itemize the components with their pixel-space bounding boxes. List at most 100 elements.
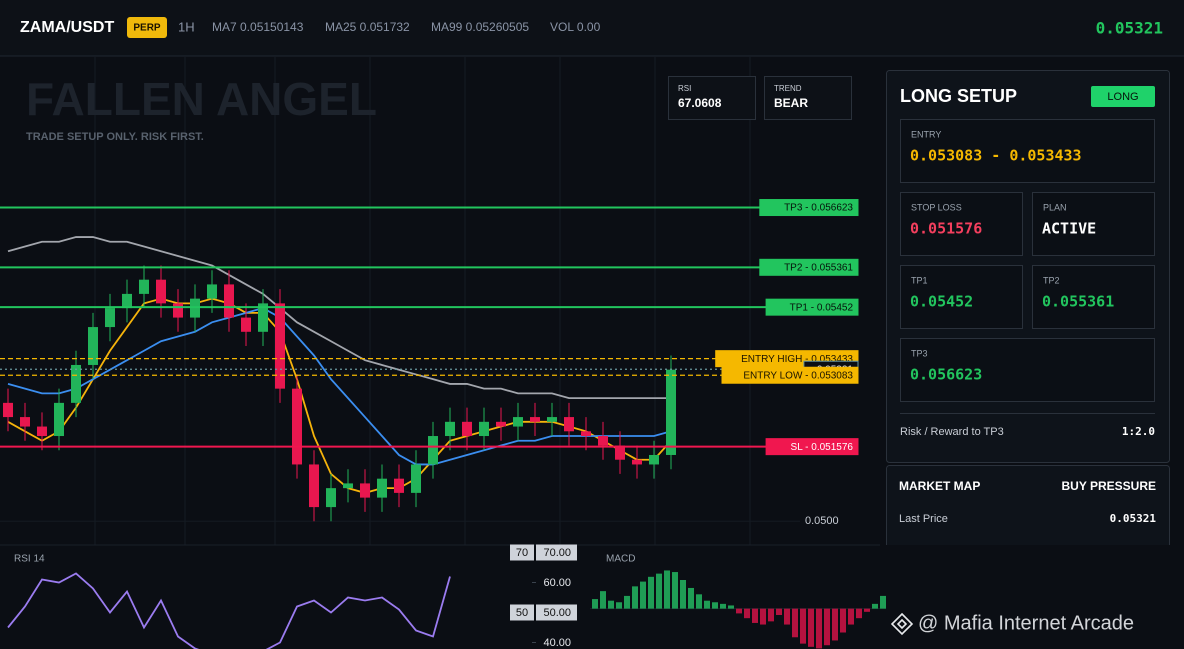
candle-body xyxy=(139,279,149,294)
tp1-box xyxy=(900,265,1023,329)
long-badge[interactable] xyxy=(1091,86,1155,107)
subtitle: TRADE SETUP ONLY. RISK FIRST. xyxy=(26,131,204,143)
macd-bar xyxy=(800,608,806,644)
candle-body xyxy=(411,464,421,493)
macd-bar xyxy=(864,608,870,612)
rsi-box-label: RSI xyxy=(678,84,691,93)
rsi-chart: RSI 14 70 50 70.00 60.00 50.00 40.00 xyxy=(7,544,577,649)
macd-bar xyxy=(808,608,814,647)
candle-body xyxy=(20,417,30,427)
interval[interactable]: 1H xyxy=(178,19,195,34)
ma-line xyxy=(7,307,672,466)
level-badge xyxy=(510,604,534,621)
macd-bar xyxy=(816,608,822,649)
watermark-logo xyxy=(890,612,914,636)
plan-value: ACTIVE xyxy=(1042,220,1096,238)
candle-body xyxy=(649,454,659,465)
entry-value: 0.053083 - 0.053433 xyxy=(910,147,1082,165)
macd-bar xyxy=(840,608,846,633)
macd-bar xyxy=(624,595,630,609)
level-label: ENTRY LOW - 0.053083 xyxy=(743,370,853,381)
candle-body xyxy=(292,388,302,465)
tick-box xyxy=(536,604,577,621)
y-tick-label: 50.00 xyxy=(543,607,571,619)
candle-body xyxy=(598,436,608,446)
ma99: MA99 0.05260505 xyxy=(431,20,529,34)
candle-body xyxy=(581,431,591,437)
macd-bar xyxy=(752,608,758,623)
candle-body xyxy=(513,417,523,427)
candle-body xyxy=(224,284,234,318)
macd-bar xyxy=(640,581,646,609)
panel-title: RSI 14 xyxy=(14,554,45,565)
y-tick-label: 40.00 xyxy=(543,637,571,649)
candle-body xyxy=(173,303,183,318)
candle-body xyxy=(71,364,81,403)
macd-bar xyxy=(664,570,670,609)
long-badge-label[interactable]: LONG xyxy=(1107,91,1138,103)
plan-label: PLAN xyxy=(1043,202,1067,212)
candle-body xyxy=(54,402,64,437)
macd-bar xyxy=(728,605,734,609)
macd-bar xyxy=(648,576,654,609)
ma-line xyxy=(7,236,671,400)
candle-body xyxy=(3,402,13,418)
macd-bar xyxy=(696,594,702,609)
candle-body xyxy=(547,417,557,422)
price-chart: 0.0500 TP3 - 0.056623 TP2 - 0.055361 TP1 - … xyxy=(0,199,859,527)
trend-box-value: BEAR xyxy=(774,96,808,110)
level-label-box xyxy=(765,438,859,456)
entry-box xyxy=(900,119,1155,183)
ma-line xyxy=(7,297,672,494)
candle-body xyxy=(326,488,336,508)
header-bar xyxy=(0,0,1184,56)
candle-body xyxy=(666,369,676,455)
macd-bar xyxy=(616,602,622,609)
macd-bar xyxy=(856,608,862,619)
tp2-box xyxy=(1032,265,1155,329)
market-map-status: BUY PRESSURE xyxy=(1062,479,1156,493)
candle-body xyxy=(615,445,625,460)
y-tick-label: 70.00 xyxy=(543,547,571,559)
macd-bar xyxy=(848,608,854,625)
level-badge-label: 50 xyxy=(516,607,528,619)
macd-bar xyxy=(784,608,790,625)
tp1-value: 0.05452 xyxy=(910,293,973,311)
level-label-box xyxy=(759,258,859,276)
macd-bar xyxy=(656,573,662,609)
trend-box-label: TREND xyxy=(774,84,802,93)
macd-bar xyxy=(608,600,614,609)
ma7: MA7 0.05150143 xyxy=(212,20,304,34)
watermark-text: @ Mafia Internet Arcade xyxy=(918,612,1134,634)
candle-body xyxy=(530,417,540,422)
macd-bar xyxy=(736,608,742,614)
macd-bar xyxy=(760,608,766,625)
stop-box xyxy=(900,192,1023,256)
candle-body xyxy=(496,421,506,427)
y-tick-label: 60.00 xyxy=(543,577,571,589)
candle-body xyxy=(207,284,217,299)
level-label: TP1 - 0.05452 xyxy=(790,302,854,313)
level-label: TP3 - 0.056623 xyxy=(784,203,853,214)
level-label: ENTRY HIGH - 0.053433 xyxy=(741,354,853,365)
level-label: SL - 0.051576 xyxy=(791,442,854,453)
market-map-title: MARKET MAP xyxy=(899,479,980,493)
rr-value: 1:2.0 xyxy=(1122,425,1155,438)
candle-body xyxy=(156,279,166,304)
macd-bar xyxy=(776,608,782,615)
level-label-box xyxy=(721,366,859,384)
setup-title: LONG SETUP xyxy=(900,86,1017,106)
tp3-box xyxy=(900,338,1155,402)
candle-body xyxy=(343,483,353,489)
last-price: 0.05321 xyxy=(1096,19,1163,38)
macd-bar xyxy=(720,603,726,609)
trend-box xyxy=(764,76,852,120)
rsi-box-value: 67.0608 xyxy=(678,96,722,110)
level-label: TP2 - 0.055361 xyxy=(784,262,853,273)
symbol: ZAMA/USDT xyxy=(20,19,114,36)
macd-bar xyxy=(744,608,750,619)
macd-bar xyxy=(592,599,598,609)
macd-bar xyxy=(872,603,878,609)
perp-label: PERP xyxy=(133,23,161,34)
candle-body xyxy=(564,417,574,432)
